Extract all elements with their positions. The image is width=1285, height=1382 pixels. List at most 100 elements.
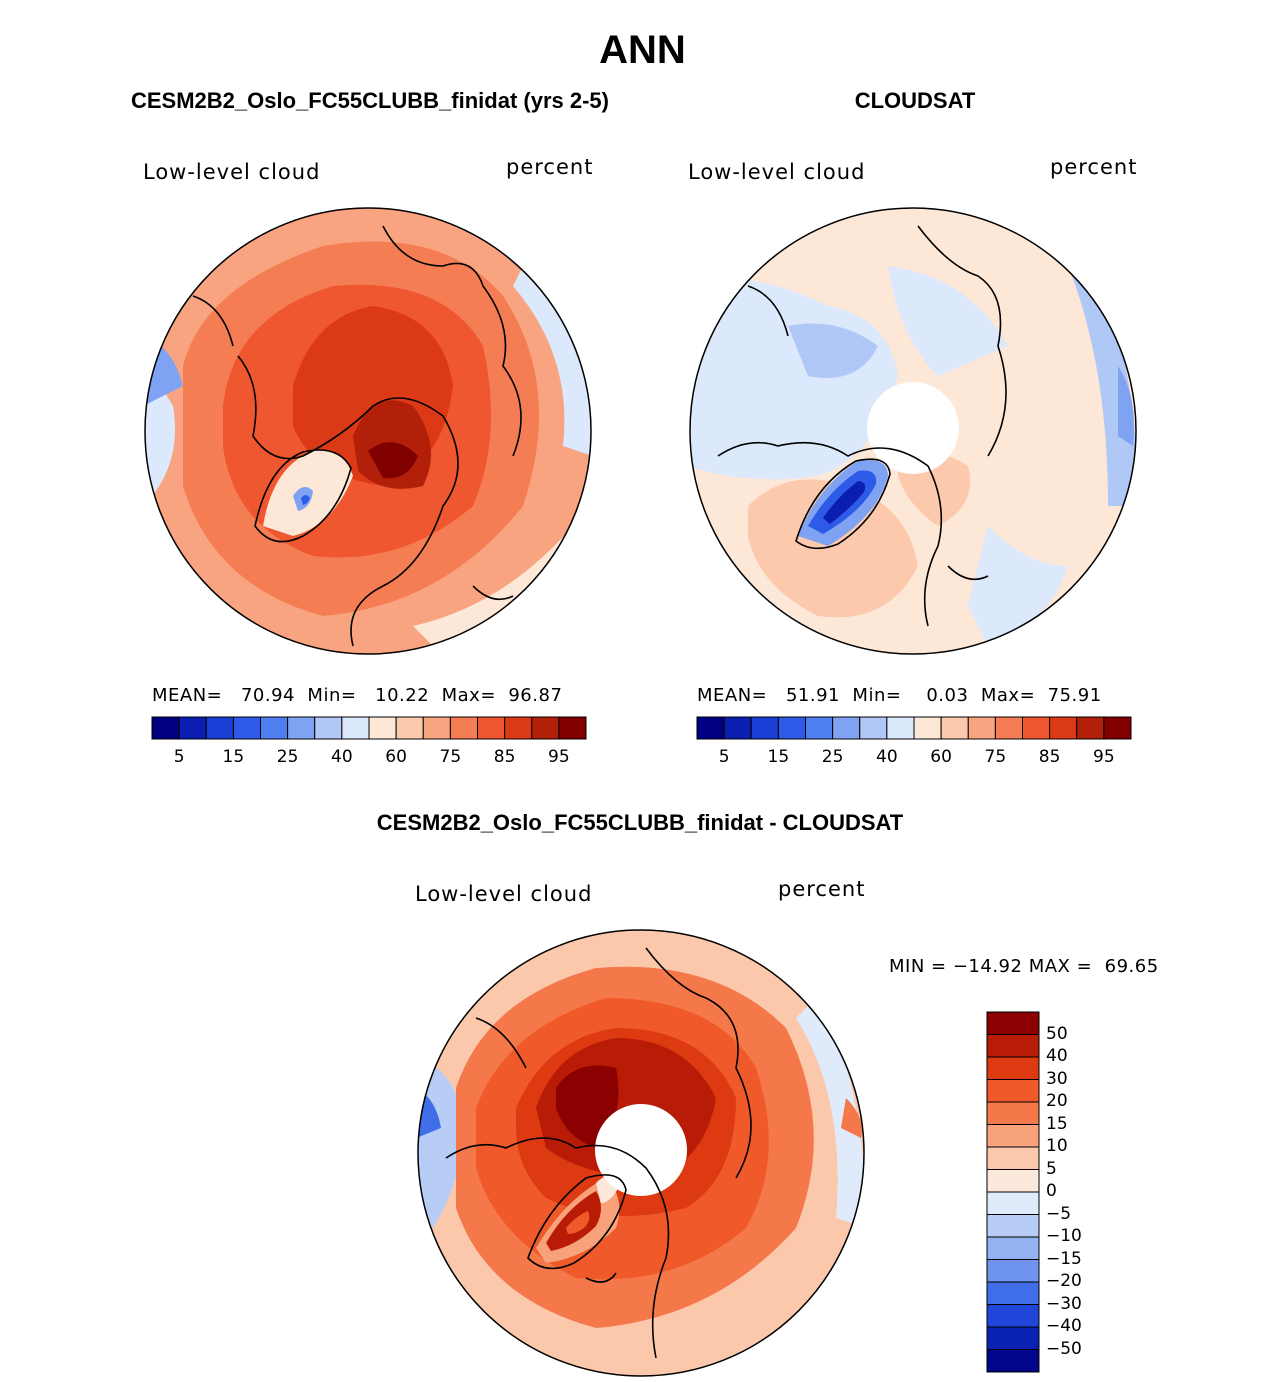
min-label: Min= [852,685,902,706]
colorbar-tick-label: 15 [222,747,245,767]
colorbar-swatch [805,716,834,740]
colorbar-tick-label: 75 [439,747,462,767]
min-label: Min= [307,685,357,706]
colorbar-tick-label: −15 [1046,1248,1082,1269]
polar-map-obs [689,207,1137,655]
colorbar-swatch [832,716,861,740]
colorbar-swatch [986,1079,1040,1103]
figure-title: ANN [599,28,686,72]
polar-data-gap-obs [867,382,959,474]
max-value: 75.91 [1047,685,1102,706]
colorbar-swatch [986,1056,1040,1080]
colorbar-swatch [477,716,506,740]
colorbar-tick-label: 15 [767,747,790,767]
polar-data-gap-diff [595,1104,687,1196]
colorbar-tick-label: 5 [1046,1158,1057,1179]
colorbar-swatch [178,716,207,740]
stats-obs: MEAN= 51.91 Min= 0.03 Max= 75.91 [697,685,1102,706]
variable-label-diff: Low-level cloud [415,882,593,906]
colorbar-swatch [986,1124,1040,1148]
max-value: 96.87 [508,685,563,706]
colorbar-swatch [986,1281,1040,1305]
colorbar-obs [696,716,1132,740]
colorbar-tick-label: 95 [548,747,570,767]
colorbar-tick-label: 85 [493,747,516,767]
colorbar-swatch [314,716,343,740]
colorbar-swatch [205,716,234,740]
colorbar-tick-label: 10 [1046,1136,1068,1156]
units-label-diff: percent [778,877,866,901]
colorbar-tick-label: 40 [331,747,353,767]
units-label-obs: percent [1050,155,1138,179]
colorbar-swatch [967,716,996,740]
colorbar-swatch [260,716,289,740]
colorbar-model [151,716,587,740]
colorbar-tick-label: −30 [1046,1293,1082,1314]
colorbar-ticks-model: 5 15 25 40 60 75 85 95 [152,747,586,767]
colorbar-tick-label: 85 [1038,747,1061,767]
colorbar-ticks-diff: 50 40 30 20 15 10 5 0 −5 −10 −15 −20 −30 −40 −50 [1046,1012,1126,1372]
colorbar-swatch [986,1169,1040,1193]
colorbar-swatch [986,1191,1040,1215]
colorbar-swatch [1076,716,1105,740]
colorbar-swatch [558,716,587,740]
colorbar-tick-label: 50 [1046,1023,1068,1044]
polar-map-diff [417,929,865,1377]
colorbar-swatch [395,716,424,740]
coastlines-obs [717,225,1007,627]
colorbar-tick-label: −20 [1046,1271,1082,1291]
colorbar-swatch [986,1101,1040,1125]
colorbar-tick-label: 25 [276,747,299,767]
colorbar-tick-label: 15 [1046,1113,1068,1134]
stats-diff: MIN = −14.92 MAX = 69.65 [889,956,1159,977]
colorbar-diff [986,1011,1040,1373]
colorbar-swatch [696,716,725,740]
colorbar-tick-label: 75 [984,747,1007,767]
colorbar-tick-label: 40 [1046,1046,1068,1066]
colorbar-swatch [750,716,779,740]
max-label: Max= [980,685,1036,706]
colorbar-tick-label: 0 [1046,1181,1057,1201]
colorbar-swatch [287,716,316,740]
colorbar-swatch [886,716,915,740]
colorbar-swatch [986,1214,1040,1238]
colorbar-tick-label: 95 [1093,747,1115,767]
colorbar-swatch [1049,716,1078,740]
polar-map-model [144,207,592,655]
colorbar-swatch [986,1146,1040,1170]
colorbar-swatch [232,716,261,740]
mean-value: 51.91 [785,685,840,706]
max-label: Max= [441,685,496,706]
variable-label-model: Low-level cloud [143,160,321,184]
colorbar-tick-label: 5 [173,747,185,767]
stats-model: MEAN= 70.94 Min= 10.22 Max= 96.87 [152,685,562,706]
colorbar-tick-label: 5 [718,747,730,767]
colorbar-swatch [341,716,370,740]
colorbar-swatch [504,716,533,740]
colorbar-tick-label: 40 [876,747,898,767]
colorbar-swatch [777,716,806,740]
colorbar-swatch [859,716,888,740]
min-label: MIN = [889,956,947,977]
colorbar-tick-label: 25 [821,747,844,767]
cloud-field-model [145,208,591,654]
min-value: −14.92 [952,956,1023,977]
panel-title-diff: CESM2B2_Oslo_FC55CLUBB_finidat - CLOUDSA… [376,810,904,835]
colorbar-swatch [986,1326,1040,1350]
colorbar-swatch [913,716,942,740]
colorbar-swatch [986,1259,1040,1283]
colorbar-swatch [422,716,451,740]
max-label: MAX = [1028,956,1093,977]
colorbar-tick-label: 30 [1046,1068,1068,1089]
colorbar-swatch [986,1236,1040,1260]
colorbar-ticks-obs: 5 15 25 40 60 75 85 95 [697,747,1131,767]
colorbar-tick-label: −50 [1046,1338,1082,1359]
colorbar-tick-label: 60 [930,747,952,767]
colorbar-swatch [940,716,969,740]
colorbar-swatch [986,1304,1040,1328]
colorbar-tick-label: 60 [385,747,407,767]
colorbar-swatch [986,1349,1040,1373]
colorbar-swatch [986,1011,1040,1035]
min-value: 0.03 [926,685,969,706]
mean-value: 70.94 [240,685,295,706]
